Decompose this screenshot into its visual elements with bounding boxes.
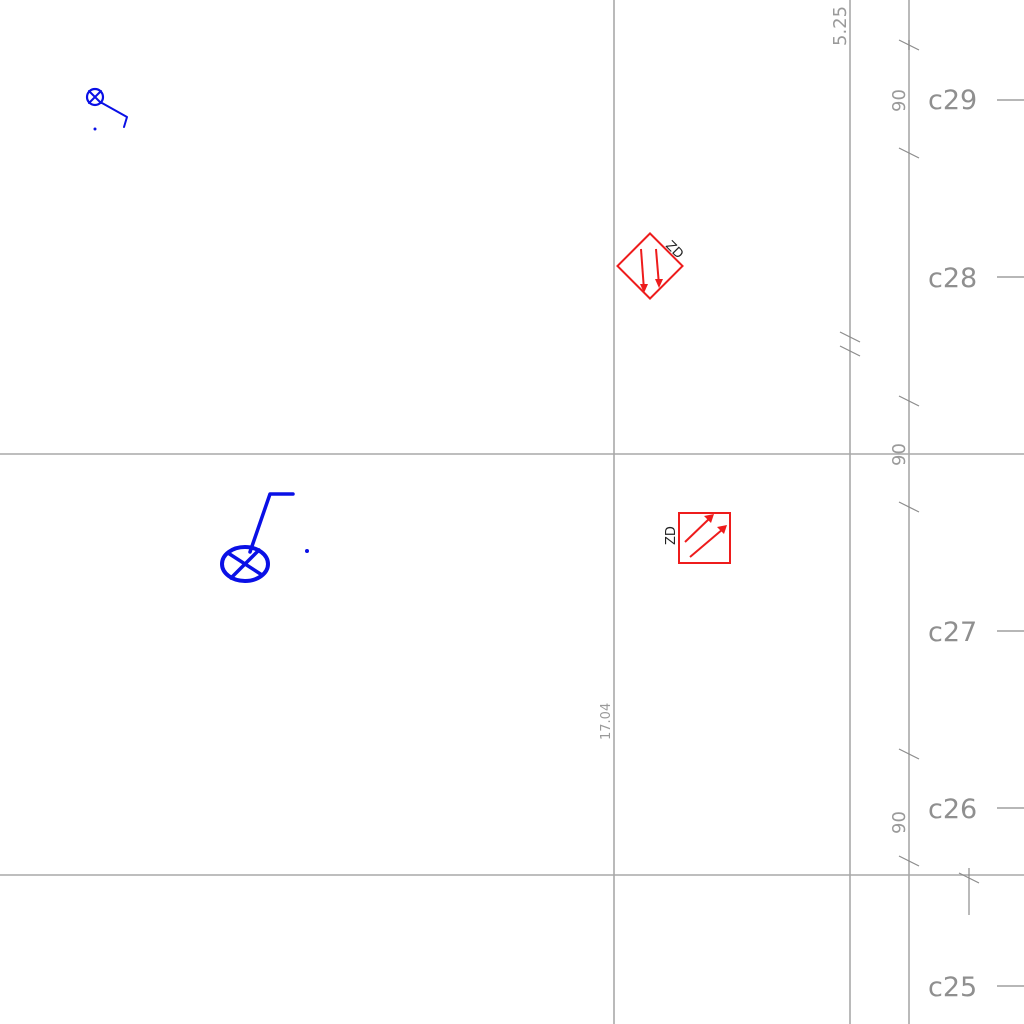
tick-1 <box>898 39 920 51</box>
device-upper-arrowhead-1 <box>640 284 648 293</box>
tick-3 <box>898 395 920 407</box>
dimension-top: 5.25 <box>830 6 851 46</box>
fixture-large-cross <box>226 548 264 580</box>
grid-label-c25: c25 <box>928 972 977 1003</box>
grid-row-labels: c29 c28 c27 c26 c25 <box>928 85 977 1003</box>
tick-2 <box>898 147 920 159</box>
device-lower-arrowhead-2 <box>717 525 727 534</box>
fixture-small-circle <box>85 87 105 107</box>
tick-lower-right <box>958 868 980 915</box>
tick-5 <box>898 748 920 760</box>
device-lower-arrow-1 <box>684 517 711 543</box>
fixture-large-arm <box>248 492 295 554</box>
device-upper-arrow-1 <box>640 248 645 291</box>
device-lower: ZD <box>664 512 731 564</box>
fixture-large-dot <box>305 549 309 553</box>
device-upper-frame <box>616 232 684 300</box>
fixture-small <box>85 87 128 131</box>
device-lower-arrowhead-1 <box>704 514 714 523</box>
fixture-small-arm <box>101 102 128 128</box>
device-lower-frame <box>678 512 731 564</box>
dimension-ticks <box>839 39 980 915</box>
device-upper-arrowhead-2 <box>655 279 663 288</box>
device-upper-label: ZD <box>662 238 686 262</box>
grid-label-c26: c26 <box>928 794 977 825</box>
dimension-vertical: 17.04 <box>599 703 614 740</box>
grid-label-c27: c27 <box>928 617 977 648</box>
tick-4 <box>898 501 920 513</box>
device-upper: ZD <box>616 232 686 300</box>
tick-mid-2 <box>839 345 861 357</box>
fixture-small-dot <box>93 127 97 131</box>
dimension-seg1: 90 <box>889 89 910 112</box>
device-lower-label: ZD <box>664 526 679 545</box>
label-leaders <box>997 99 1024 987</box>
grid-label-c28: c28 <box>928 263 977 294</box>
tick-6 <box>898 855 920 867</box>
grid-label-c29: c29 <box>928 85 977 116</box>
device-lower-arrow-2 <box>689 528 724 558</box>
dimension-seg2: 90 <box>889 443 910 466</box>
fixture-large-ellipse <box>220 545 270 583</box>
fixture-large <box>220 492 309 583</box>
dimension-seg3: 90 <box>889 811 910 834</box>
tick-mid-1 <box>839 331 861 343</box>
fixture-small-cross <box>88 90 102 104</box>
dimension-labels: 5.25 90 90 90 17.04 <box>599 6 910 834</box>
